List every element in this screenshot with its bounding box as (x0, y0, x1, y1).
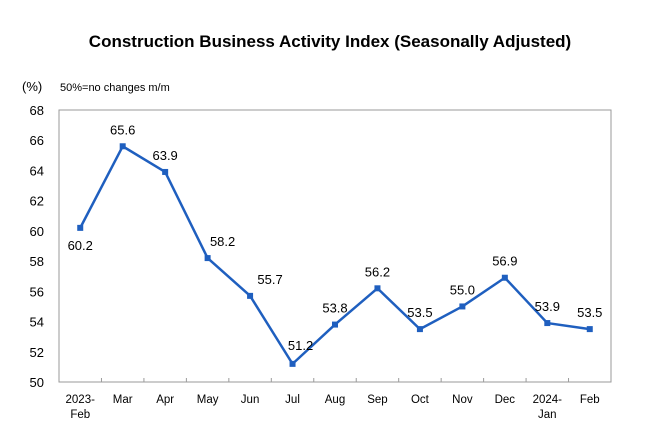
x-tick-label: 2024- (533, 394, 563, 406)
x-tick-label: Nov (452, 394, 473, 406)
data-label: 56.2 (365, 264, 390, 279)
x-tick-label: Jun (241, 394, 260, 406)
data-label: 60.2 (68, 238, 93, 253)
data-point (459, 303, 466, 310)
x-tick-label: Feb (580, 394, 600, 406)
data-label: 53.8 (322, 301, 347, 316)
data-label: 51.2 (288, 338, 313, 353)
x-tick-label: 2023- (66, 394, 96, 406)
y-tick-label: 52 (30, 345, 44, 360)
data-label: 58.2 (210, 234, 235, 249)
x-tick-label: Feb (70, 409, 90, 421)
plot-area (58, 109, 612, 383)
y-tick-label: 66 (30, 133, 44, 148)
x-tick-label: Sep (367, 394, 387, 406)
data-point (247, 292, 254, 299)
data-point (289, 360, 296, 367)
x-tick-label: Jan (538, 409, 557, 421)
y-tick-label: 56 (30, 284, 44, 299)
y-tick-label: 64 (30, 163, 44, 178)
data-point (544, 320, 551, 327)
y-tick-label: 54 (30, 315, 44, 330)
data-label: 63.9 (152, 148, 177, 163)
data-point (119, 143, 126, 150)
y-tick-label: 58 (30, 254, 44, 269)
data-point (77, 224, 84, 231)
chart-title: Construction Business Activity Index (Se… (88, 32, 572, 51)
x-tick-label: Jul (285, 394, 300, 406)
y-tick-label: 68 (30, 103, 44, 118)
data-label: 56.9 (492, 254, 517, 269)
y-tick-label: 62 (30, 194, 44, 209)
x-tick-label: Oct (411, 394, 430, 406)
x-tick-label: Aug (325, 394, 345, 406)
data-point (332, 321, 338, 328)
data-label: 65.6 (110, 122, 135, 137)
data-label: 53.9 (535, 299, 560, 314)
data-label: 55.7 (257, 272, 282, 287)
data-point (374, 285, 381, 292)
data-point (501, 274, 508, 281)
x-tick-label: Apr (156, 394, 174, 406)
data-point (586, 326, 593, 333)
data-label: 53.5 (407, 305, 432, 320)
x-tick-label: May (197, 394, 219, 406)
x-tick-label: Mar (113, 394, 133, 406)
y-axis-unit: (%) (22, 79, 42, 94)
annotation: 50%=no changes m/m (60, 82, 170, 94)
data-point (162, 168, 169, 175)
y-tick-label: 60 (30, 224, 44, 239)
data-point (416, 326, 423, 333)
data-point (204, 255, 211, 262)
data-label: 53.5 (577, 305, 602, 320)
x-tick-label: Dec (495, 394, 516, 406)
y-tick-label: 50 (30, 375, 44, 390)
data-label: 55.0 (450, 282, 475, 297)
